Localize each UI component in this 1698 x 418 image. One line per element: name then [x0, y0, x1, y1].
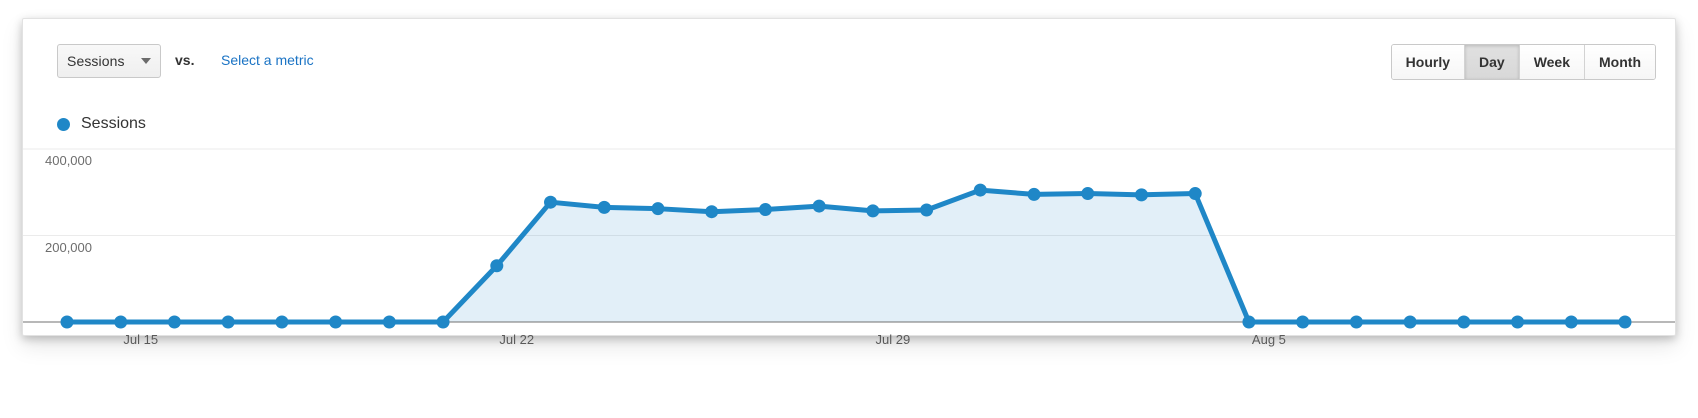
sessions-area-chart[interactable] — [23, 131, 1675, 336]
metric-select-label: Sessions — [67, 53, 125, 69]
chart-legend: Sessions — [57, 115, 146, 133]
vs-label: vs. — [175, 52, 195, 68]
x-axis-tick-label: Jul 15 — [123, 332, 159, 347]
metric-select[interactable]: Sessions — [57, 44, 161, 78]
analytics-chart-card: Sessions vs. Select a metric Hourly Day … — [22, 18, 1676, 347]
chevron-down-icon — [141, 58, 151, 64]
granularity-button-group: Hourly Day Week Month — [1390, 44, 1656, 80]
y-axis-tick-label: 200,000 — [45, 239, 92, 255]
chart-plot-area: 200,000 400,000 Jul 15 Jul 22 Jul 29 Aug 5 — [23, 131, 1675, 347]
granularity-month-button[interactable]: Month — [1585, 45, 1655, 79]
chart-toolbar: Sessions vs. Select a metric Hourly Day … — [23, 19, 1675, 105]
select-a-metric-link[interactable]: Select a metric — [221, 52, 314, 68]
x-axis-tick-label: Jul 29 — [875, 332, 911, 347]
x-axis-tick-label: Aug 5 — [1251, 332, 1286, 347]
granularity-day-button[interactable]: Day — [1465, 45, 1520, 79]
x-axis-tick-label: Jul 22 — [499, 332, 535, 347]
y-axis-tick-label: 400,000 — [45, 153, 92, 168]
granularity-week-button[interactable]: Week — [1519, 45, 1586, 79]
granularity-hourly-button[interactable]: Hourly — [1391, 45, 1465, 79]
legend-series-dot-icon — [57, 117, 70, 131]
legend-series-label: Sessions — [81, 115, 146, 132]
